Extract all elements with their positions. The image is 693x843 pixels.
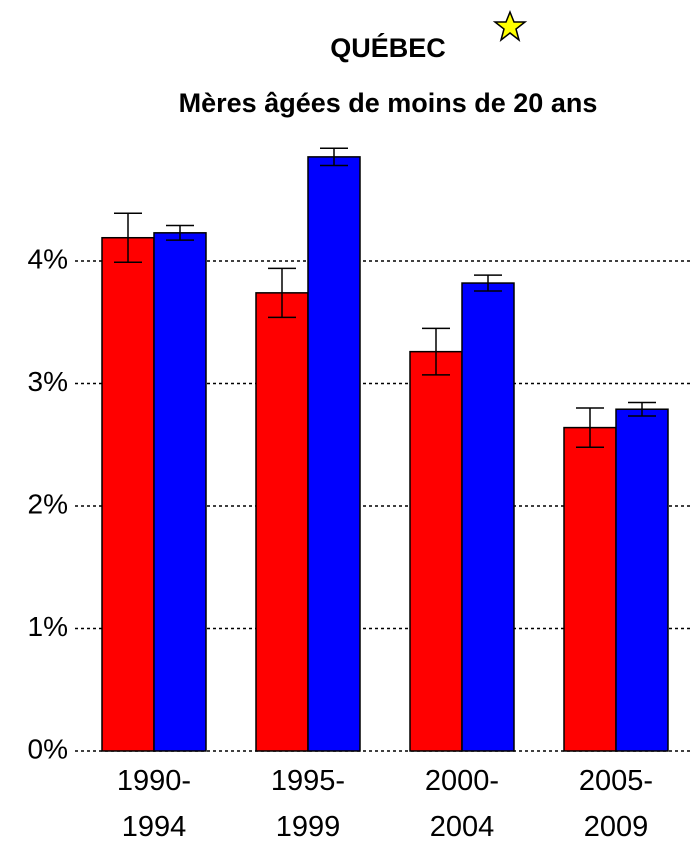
y-tick-label: 2% xyxy=(28,488,68,519)
bar xyxy=(409,350,463,752)
error-bar xyxy=(628,401,656,417)
bar xyxy=(461,282,515,752)
bar xyxy=(153,232,207,752)
x-tick-label: 1990-1994 xyxy=(117,765,191,843)
x-tick-label: 1995-1999 xyxy=(271,765,345,843)
bar xyxy=(615,408,669,752)
error-bar xyxy=(166,224,194,241)
error-bar xyxy=(576,407,604,448)
bar xyxy=(101,236,155,752)
chart-title: QUÉBEC xyxy=(330,32,446,63)
star-icon xyxy=(492,9,528,42)
bar xyxy=(307,156,361,752)
error-bar xyxy=(422,327,450,376)
bar xyxy=(563,426,617,752)
error-bar xyxy=(268,267,296,319)
error-bar xyxy=(320,147,348,167)
y-tick-label: 3% xyxy=(28,366,68,397)
error-bar xyxy=(114,212,142,263)
x-tick-label: 2005-2009 xyxy=(579,765,653,843)
y-tick-label: 1% xyxy=(28,611,68,642)
chart-subtitle: Mères âgées de moins de 20 ans xyxy=(179,88,598,118)
y-tick-label: 0% xyxy=(28,733,68,764)
bar xyxy=(255,292,309,752)
y-tick-label: 4% xyxy=(28,243,68,274)
x-tick-label: 2000-2004 xyxy=(425,765,499,843)
error-bar xyxy=(474,274,502,292)
